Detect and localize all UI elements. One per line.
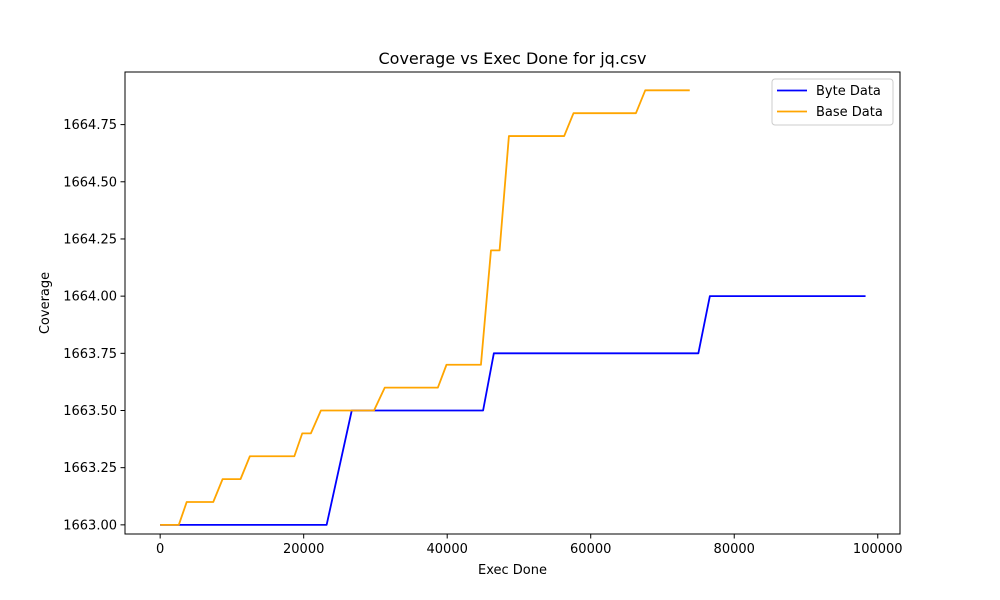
x-axis: 0 20000 40000 60000 80000 100000 bbox=[156, 534, 903, 557]
x-tick-label: 80000 bbox=[714, 542, 755, 557]
y-tick-label: 1663.75 bbox=[63, 347, 117, 362]
y-tick-label: 1664.50 bbox=[63, 175, 117, 190]
y-axis: 1663.00 1663.25 1663.50 1663.75 1664.00 1664.… bbox=[63, 118, 125, 533]
chart-title: Coverage vs Exec Done for jq.csv bbox=[379, 49, 647, 68]
x-tick-label: 60000 bbox=[570, 542, 611, 557]
x-axis-label: Exec Done bbox=[478, 563, 547, 578]
y-tick-label: 1664.75 bbox=[63, 118, 117, 133]
plot-area bbox=[124, 71, 901, 535]
y-tick-label: 1663.50 bbox=[63, 404, 117, 419]
y-tick-label: 1663.00 bbox=[63, 518, 117, 533]
legend-label-1: Base Data bbox=[816, 105, 883, 120]
plot-frame bbox=[124, 71, 901, 535]
series-line-1 bbox=[160, 89, 690, 526]
x-tick-label: 40000 bbox=[427, 542, 468, 557]
y-tick-label: 1663.25 bbox=[63, 461, 117, 476]
x-tick-label: 100000 bbox=[853, 542, 903, 557]
y-axis-label: Coverage bbox=[38, 272, 53, 334]
series-line-0 bbox=[160, 295, 866, 526]
legend-label-0: Byte Data bbox=[816, 84, 881, 99]
x-tick-label: 20000 bbox=[283, 542, 324, 557]
legend: Byte Data Base Data bbox=[771, 78, 894, 126]
y-tick-label: 1664.25 bbox=[63, 232, 117, 247]
plot-background bbox=[125, 72, 900, 534]
x-tick-label: 0 bbox=[156, 542, 164, 557]
y-tick-label: 1664.00 bbox=[63, 290, 117, 305]
